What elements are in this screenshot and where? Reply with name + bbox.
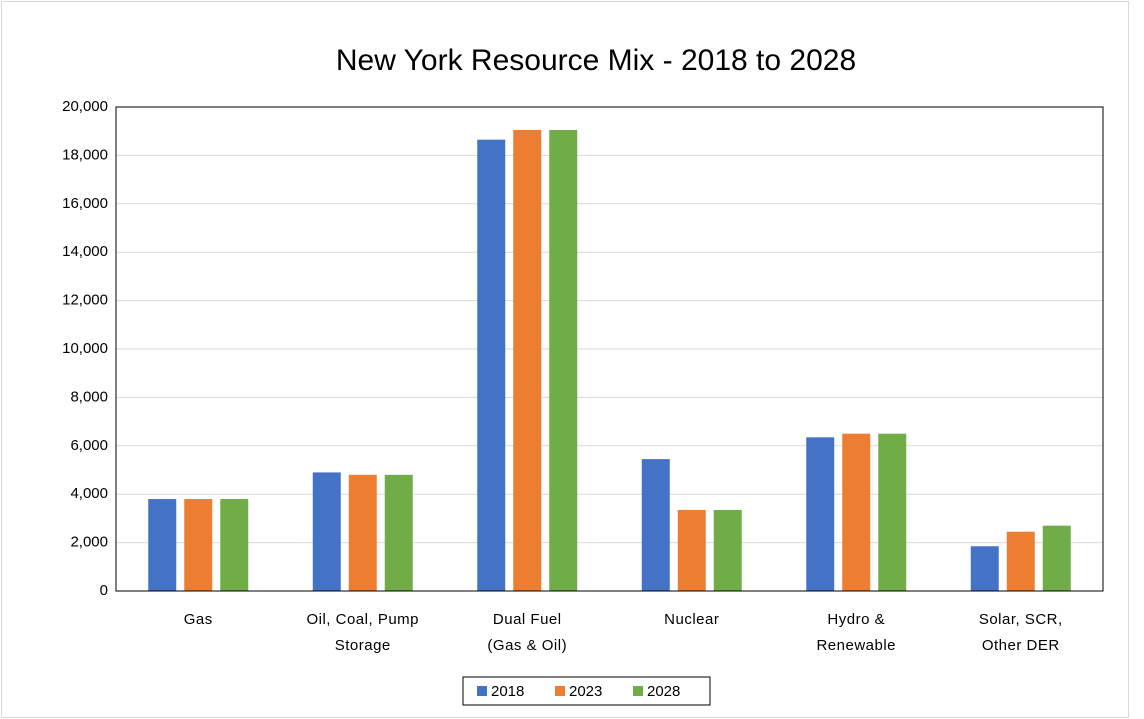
bar <box>148 499 177 591</box>
bar <box>513 129 542 592</box>
x-tick-label-line: Oil, Coal, Pump <box>306 611 419 628</box>
legend-label: 2018 <box>491 683 524 700</box>
x-tick-label: Nuclear <box>664 611 719 628</box>
bar <box>842 433 871 591</box>
legend-label: 2023 <box>569 683 602 700</box>
y-tick-label: 12,000 <box>62 292 108 309</box>
x-tick-label-line: Gas <box>184 611 213 628</box>
y-tick-label: 18,000 <box>62 146 108 163</box>
x-tick-label: Solar, SCR, Other DER <box>979 611 1063 654</box>
bar <box>677 509 706 591</box>
y-tick-label: 4,000 <box>70 485 108 502</box>
y-tick-label: 2,000 <box>70 534 108 551</box>
bar <box>641 459 670 591</box>
x-tick-label-line: (Gas & Oil) <box>487 637 567 654</box>
bar <box>348 474 377 591</box>
bar <box>384 474 413 591</box>
x-tick-label-line: Storage <box>335 637 391 654</box>
x-tick-label: Dual Fuel (Gas & Oil) <box>487 611 567 654</box>
x-tick-label: Hydro & Renewable <box>816 611 896 654</box>
chart-title: New York Resource Mix - 2018 to 2028 <box>336 44 856 77</box>
y-tick-label: 14,000 <box>62 243 108 260</box>
y-tick-label: 20,000 <box>62 98 108 115</box>
y-tick-label: 16,000 <box>62 195 108 212</box>
bar <box>477 139 506 592</box>
x-tick-label-line: Nuclear <box>664 611 719 628</box>
bar <box>1042 525 1071 591</box>
x-tick-label-line: Renewable <box>816 637 896 654</box>
bar <box>970 546 999 591</box>
bar <box>312 472 341 591</box>
x-tick-label-line: Other DER <box>982 637 1060 654</box>
legend-swatch <box>633 686 643 696</box>
x-tick-label: Gas <box>184 611 213 628</box>
bar <box>806 437 835 591</box>
y-tick-label: 0 <box>100 582 108 599</box>
x-tick-label-line: Dual Fuel <box>493 611 562 628</box>
bar <box>184 499 213 591</box>
legend-label: 2028 <box>647 683 680 700</box>
y-tick-label: 6,000 <box>70 437 108 454</box>
bar <box>713 509 742 591</box>
y-tick-label: 10,000 <box>62 340 108 357</box>
legend-box <box>462 676 711 706</box>
legend-swatch <box>477 686 487 696</box>
bar <box>220 499 249 591</box>
plot-border <box>115 106 1104 592</box>
bar <box>1006 531 1035 591</box>
y-tick-label: 8,000 <box>70 388 108 405</box>
bar <box>878 433 907 591</box>
legend-swatch <box>555 686 565 696</box>
x-tick-label: Oil, Coal, Pump Storage <box>306 611 419 654</box>
bar <box>549 129 578 592</box>
x-tick-label-line: Hydro & <box>827 611 885 628</box>
x-tick-label-line: Solar, SCR, <box>979 611 1063 628</box>
